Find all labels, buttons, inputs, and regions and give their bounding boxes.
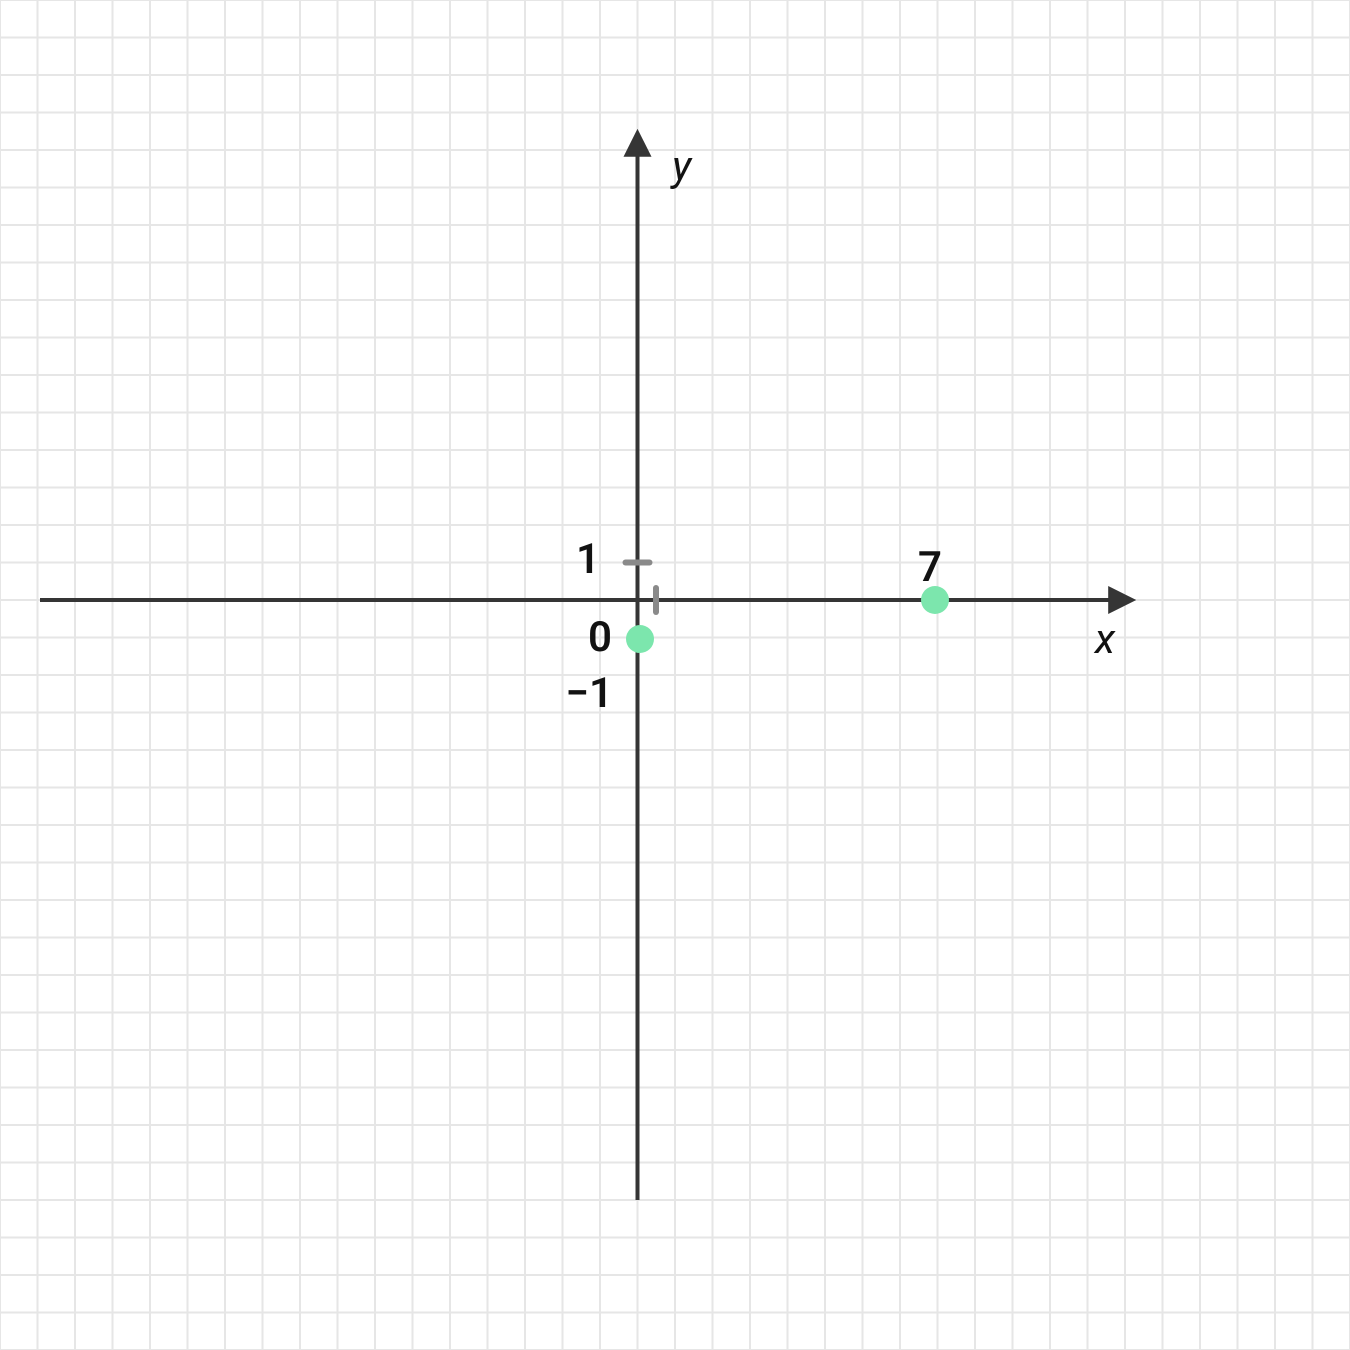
value-label-1: 0 bbox=[588, 613, 612, 662]
value-label-0: 1 bbox=[576, 535, 600, 584]
point-1[interactable] bbox=[921, 586, 949, 614]
point-0[interactable] bbox=[626, 625, 654, 653]
y-axis-label: y bbox=[670, 142, 693, 191]
coordinate-plane-chart: 1 0 −1 7 x y bbox=[0, 0, 1350, 1350]
x-axis-label: x bbox=[1093, 615, 1116, 664]
value-label-3: 7 bbox=[918, 543, 942, 592]
value-label-2: −1 bbox=[566, 669, 613, 718]
